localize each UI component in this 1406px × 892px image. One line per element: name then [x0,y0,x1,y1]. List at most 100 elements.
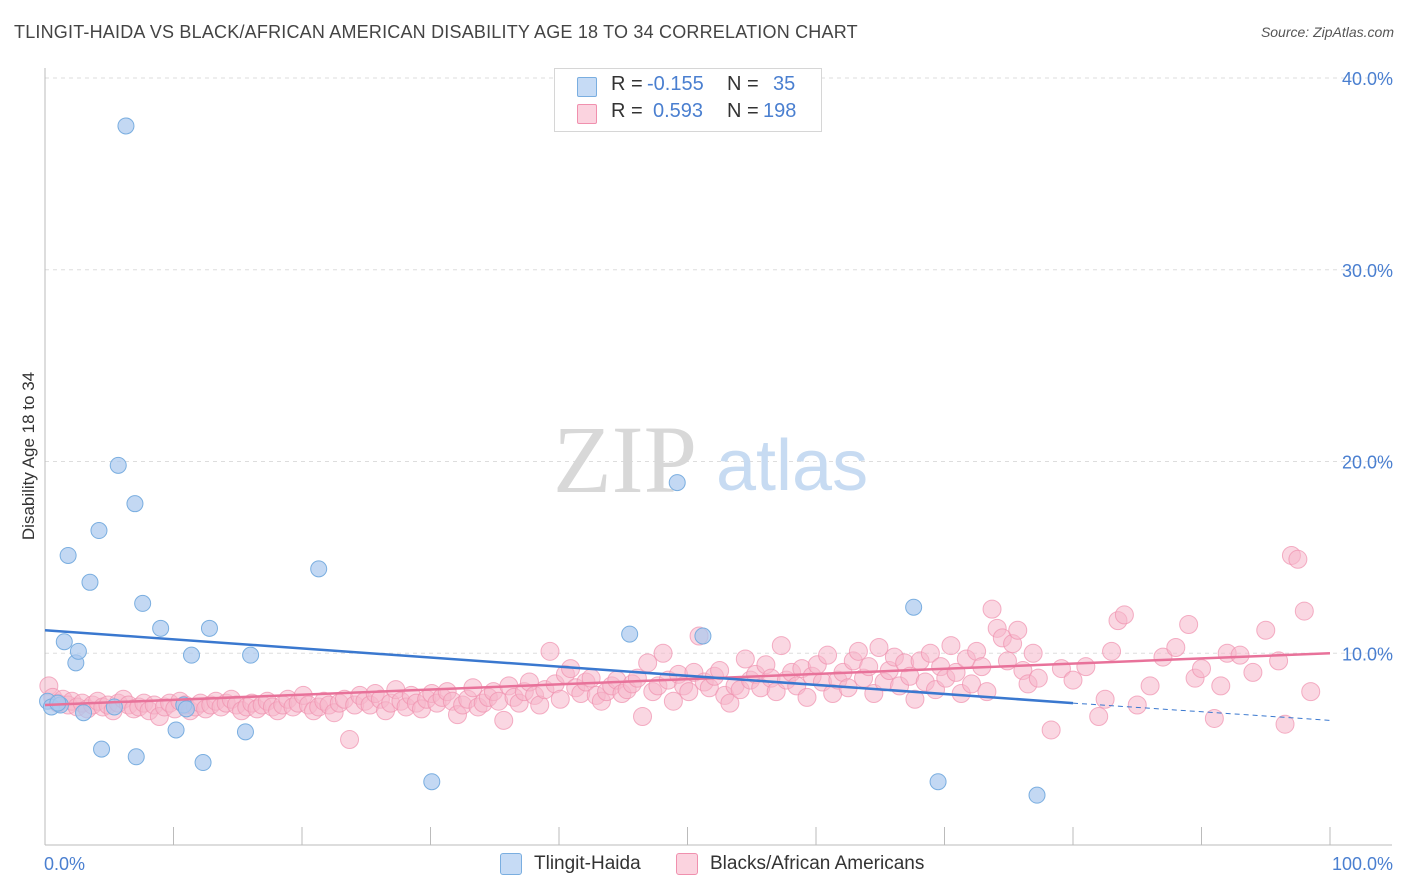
data-point-blacks [869,637,889,657]
data-point-tlingit [1028,786,1046,804]
data-point-tlingit [242,646,260,664]
y-tick-label: 10.0% [1342,644,1393,664]
data-point-tlingit [310,560,328,578]
legend-r-label: R = [611,73,643,95]
data-point-blacks [1008,620,1028,640]
y-tick-label: 40.0% [1342,69,1393,89]
data-point-blacks [797,687,817,707]
legend-r-label: R = [611,100,643,122]
x-tick-label: 100.0% [1332,854,1393,874]
data-point-tlingit [905,598,923,616]
data-point-blacks [1153,647,1173,667]
data-point-blacks [1028,668,1048,688]
watermark-zip: ZIP [553,406,697,513]
watermark: ZIP atlas [553,406,868,513]
data-point-tlingit [167,721,185,739]
data-point-blacks [1288,549,1308,569]
data-point-tlingit [59,546,77,564]
data-point-blacks [1023,643,1043,663]
data-point-tlingit [93,740,111,758]
correlation-legend: R = -0.155 N = 35 R = 0.593 N = 198 [554,68,822,132]
legend-swatch-tlingit [577,77,597,97]
data-point-blacks [494,710,514,730]
data-point-tlingit [134,594,152,612]
data-point-tlingit [194,754,212,772]
x-tick-label: 0.0% [44,854,85,874]
data-point-blacks [1301,682,1321,702]
legend-r-value: 0.593 [653,100,704,122]
data-point-blacks [1230,645,1250,665]
data-point-blacks [1076,657,1096,677]
trend-line-tlingit [44,628,1074,705]
data-point-blacks [735,649,755,669]
data-point-tlingit [668,474,686,492]
data-point-blacks [653,643,673,663]
data-point-blacks [1041,720,1061,740]
data-point-blacks [663,691,683,711]
data-point-blacks [1166,637,1186,657]
data-point-blacks [710,661,730,681]
data-point-tlingit [152,619,170,637]
data-point-tlingit [81,573,99,591]
data-point-blacks [1211,676,1231,696]
data-point-blacks [1275,714,1295,734]
legend-n-value: 35 [773,73,796,95]
data-point-tlingit [75,704,93,722]
legend-n-label: N = [727,73,759,95]
bottom-legend-label-tlingit: Tlingit-Haida [534,853,641,874]
data-point-blacks [920,643,940,663]
data-point-tlingit [929,773,947,791]
legend-swatch-blacks [577,104,597,124]
data-point-blacks [340,730,360,750]
bottom-legend-swatch-tlingit [500,853,522,875]
data-point-blacks [1256,620,1276,640]
data-point-tlingit [200,619,218,637]
data-point-blacks [1095,689,1115,709]
y-tick-label: 20.0% [1342,453,1393,473]
series-tlingit-points [39,117,1046,804]
trend-extension-tlingit [1072,702,1331,721]
data-point-blacks [1294,601,1314,621]
watermark-atlas: atlas [716,426,868,506]
bottom-legend-blacks: Blacks/African Americans [676,851,924,877]
data-point-tlingit [127,748,145,766]
data-point-tlingit [177,700,195,718]
data-point-blacks [679,682,699,702]
data-point-blacks [848,641,868,661]
series-blacks-points [39,545,1321,750]
data-point-tlingit [55,633,73,651]
y-tick-label: 30.0% [1342,261,1393,281]
data-point-blacks [1204,708,1224,728]
data-point-blacks [961,674,981,694]
legend-n-label: N = [727,100,759,122]
data-point-blacks [982,599,1002,619]
axes [44,68,1392,846]
data-point-tlingit [236,723,254,741]
data-point-tlingit [694,627,712,645]
data-point-blacks [633,707,653,727]
data-point-blacks [905,689,925,709]
data-point-tlingit [117,117,135,135]
data-point-blacks [1102,641,1122,661]
tick-labels: 10.0% 20.0% 30.0% 40.0% 0.0% 100.0% [44,69,1393,874]
data-point-blacks [1179,614,1199,634]
data-point-tlingit [182,646,200,664]
legend-r-value: -0.155 [647,73,704,95]
grid-lines [45,77,1392,654]
data-point-blacks [1192,659,1211,679]
data-point-blacks [941,636,961,656]
data-point-blacks [1243,662,1263,682]
data-point-blacks [550,689,570,709]
chart-title: TLINGIT-HAIDA VS BLACK/AFRICAN AMERICAN … [14,22,858,42]
legend-n-value: 198 [763,100,797,122]
data-point-tlingit [621,625,639,643]
data-point-tlingit [69,642,87,660]
data-point-blacks [1127,695,1147,715]
data-point-blacks [818,645,838,665]
source-label: Source: ZipAtlas.com [1260,24,1394,40]
data-point-tlingit [423,773,441,791]
data-point-blacks [1140,676,1160,696]
data-point-blacks [540,641,560,661]
trend-lines [44,628,1331,721]
